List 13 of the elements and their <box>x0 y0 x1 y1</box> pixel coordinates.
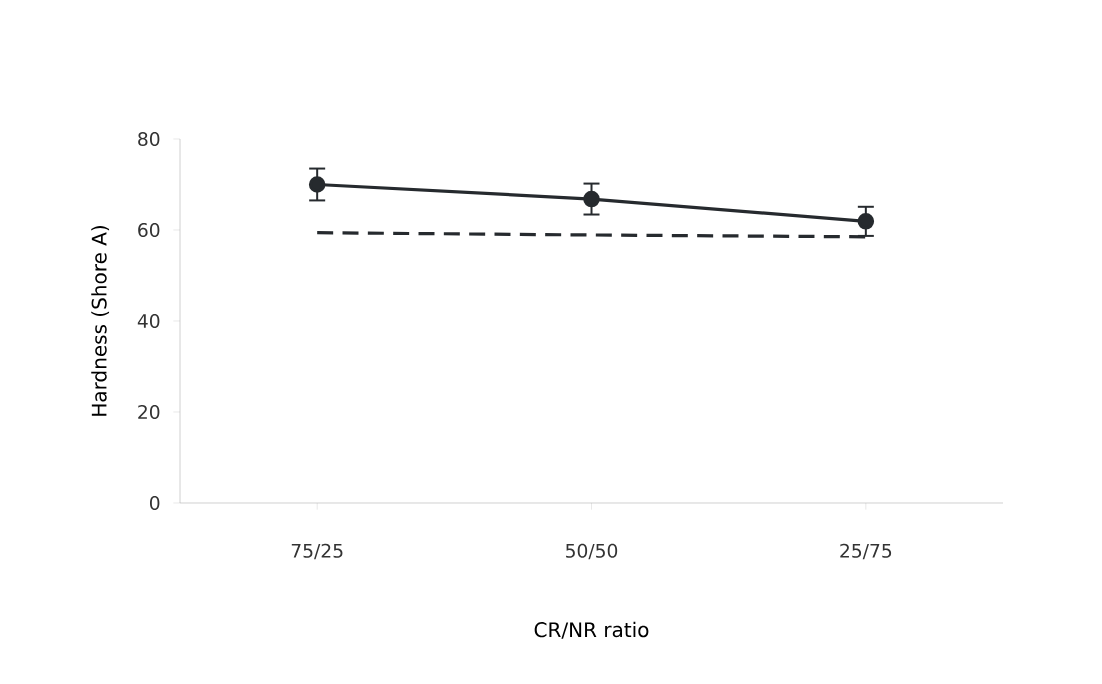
y-axis-title: Hardness (Shore A) <box>91 226 110 416</box>
point <box>583 190 600 208</box>
y-tick-label: 20 <box>138 404 160 420</box>
point <box>857 213 875 230</box>
x-axis-title: CR/NR ratio <box>534 621 649 639</box>
y-tick-label: 40 <box>137 313 160 329</box>
x-tick-label: 50/50 <box>566 543 618 560</box>
x-tick-label: 25/75 <box>840 543 892 560</box>
y-tick-label: 60 <box>138 222 160 238</box>
y-tick-label: 80 <box>138 131 160 147</box>
point <box>308 176 326 193</box>
y-tick-label: 0 <box>149 495 160 511</box>
x-tick-label: 75/25 <box>291 543 343 560</box>
